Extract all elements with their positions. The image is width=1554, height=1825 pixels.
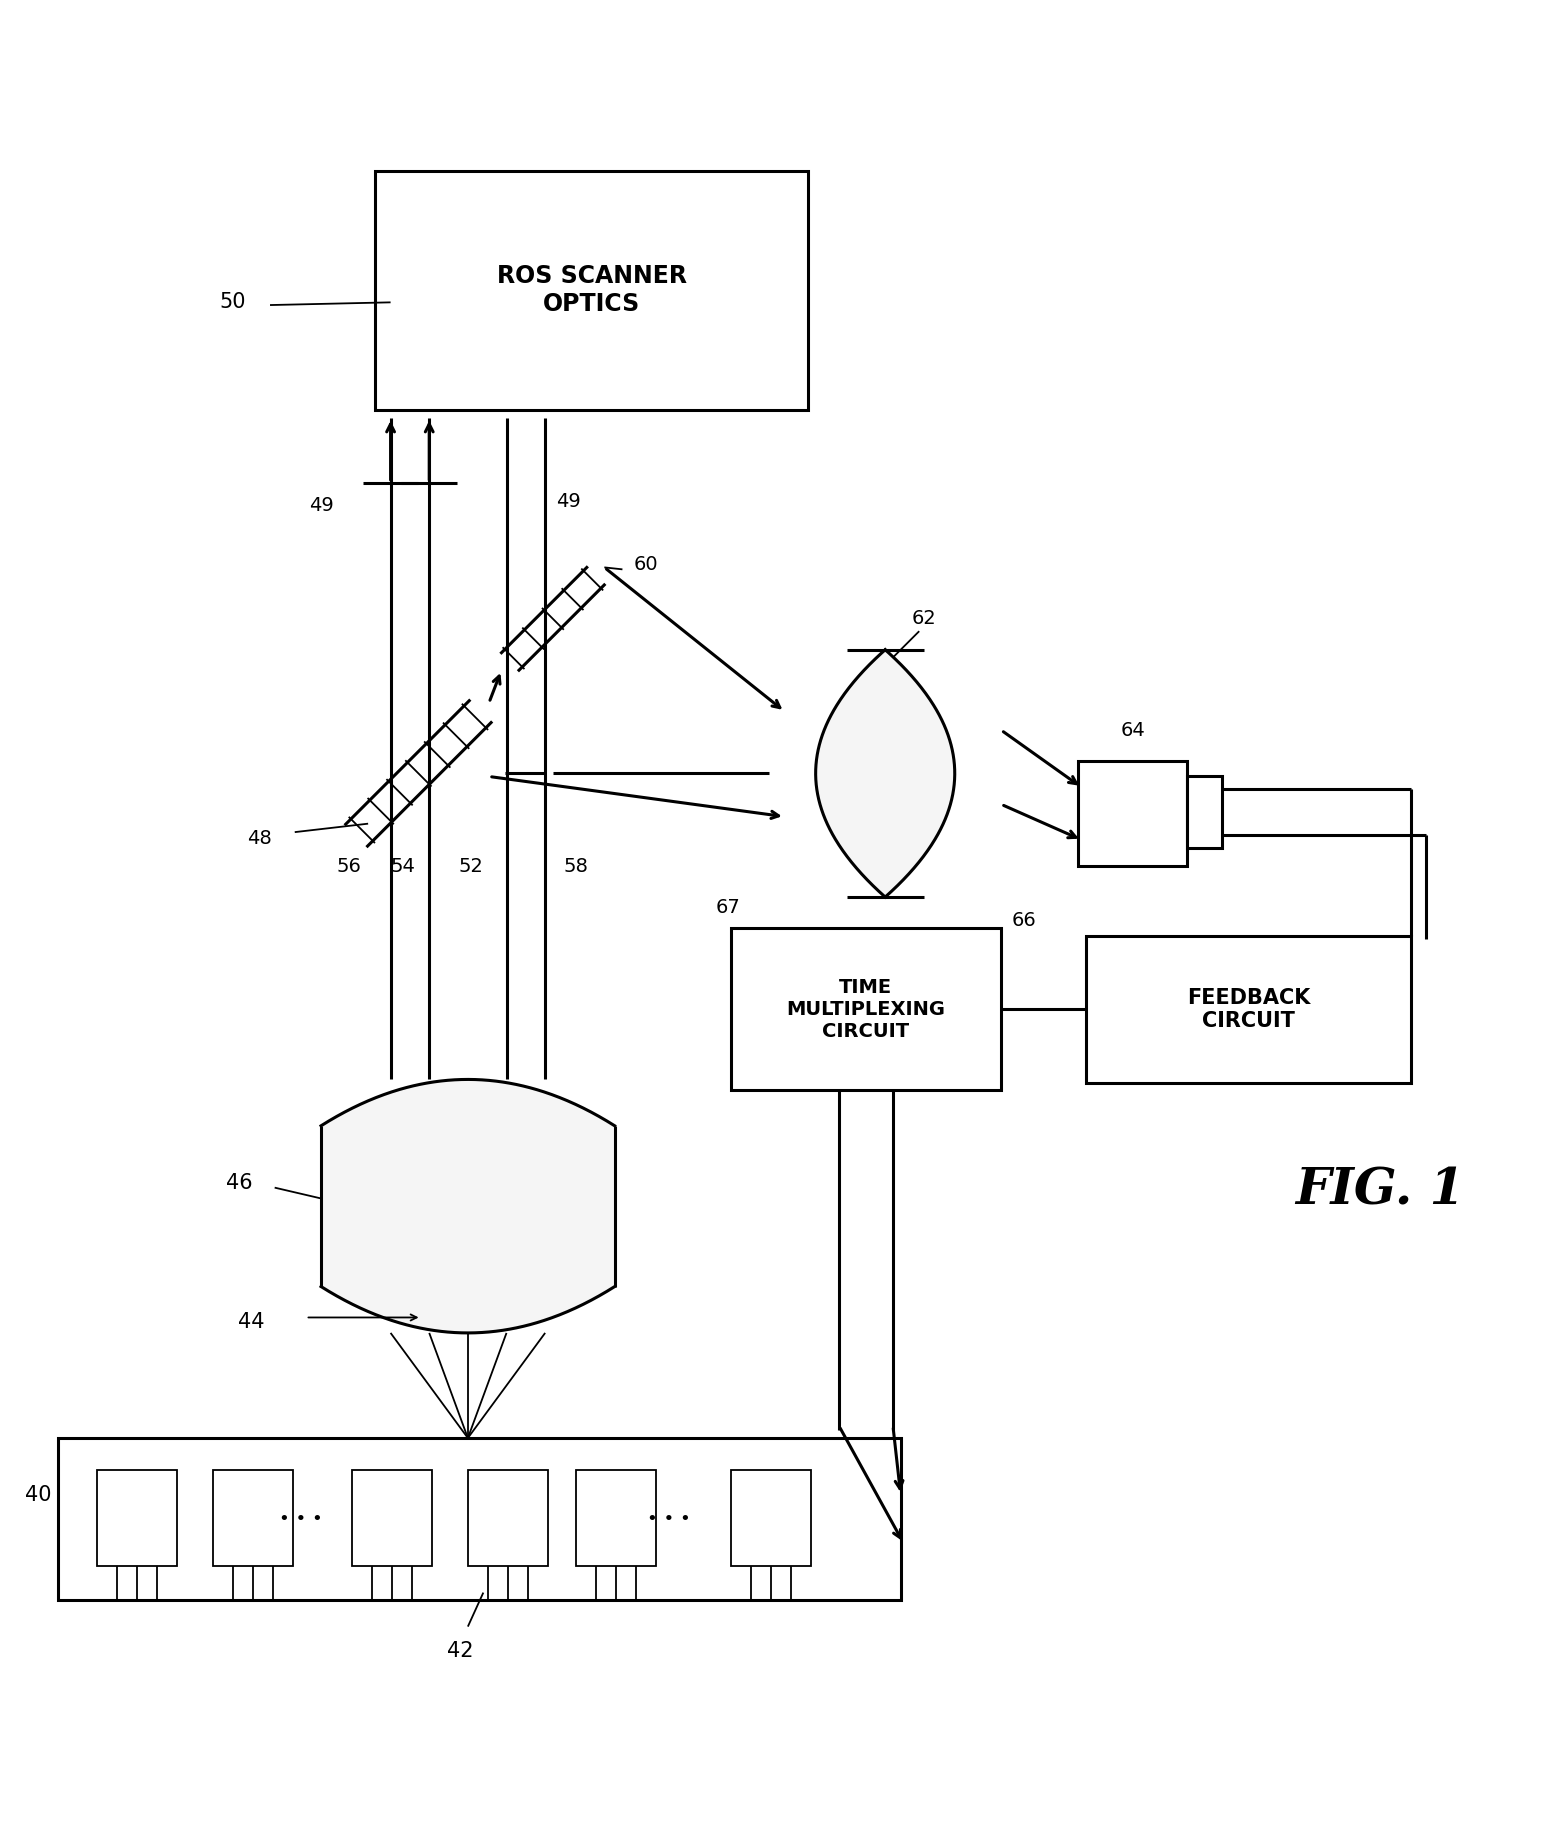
- Text: 58: 58: [564, 856, 589, 876]
- Bar: [468, 1471, 549, 1566]
- Text: 56: 56: [336, 856, 361, 876]
- Text: 46: 46: [225, 1173, 252, 1194]
- Text: TIME
MULTIPLEXING
CIRCUIT: TIME MULTIPLEXING CIRCUIT: [786, 978, 945, 1040]
- Bar: [1078, 761, 1187, 867]
- Bar: [96, 1471, 177, 1566]
- Bar: [730, 1471, 811, 1566]
- Bar: [57, 1438, 901, 1601]
- Text: 44: 44: [238, 1312, 264, 1332]
- Text: 42: 42: [448, 1641, 474, 1661]
- Text: 54: 54: [390, 856, 415, 876]
- Text: 40: 40: [25, 1486, 51, 1506]
- Text: 49: 49: [309, 496, 334, 515]
- Text: • • •: • • •: [646, 1509, 690, 1528]
- Text: 60: 60: [634, 555, 657, 575]
- Text: 52: 52: [458, 856, 483, 876]
- Text: 62: 62: [912, 610, 936, 628]
- Text: 50: 50: [219, 292, 246, 312]
- Text: 49: 49: [556, 493, 581, 511]
- Text: FIG. 1: FIG. 1: [1294, 1166, 1464, 1215]
- Text: 64: 64: [1120, 721, 1145, 739]
- Bar: [213, 1471, 294, 1566]
- Text: ROS SCANNER
OPTICS: ROS SCANNER OPTICS: [497, 265, 687, 316]
- Bar: [577, 1471, 656, 1566]
- Bar: [1187, 776, 1221, 847]
- Bar: [730, 927, 1001, 1090]
- Bar: [375, 170, 808, 411]
- Text: • • •: • • •: [280, 1509, 323, 1528]
- Text: 48: 48: [247, 829, 272, 849]
- Bar: [351, 1471, 432, 1566]
- Text: 66: 66: [1012, 911, 1037, 929]
- Bar: [1086, 936, 1411, 1082]
- Text: 67: 67: [715, 898, 740, 918]
- Text: FEEDBACK
CIRCUIT: FEEDBACK CIRCUIT: [1187, 987, 1310, 1031]
